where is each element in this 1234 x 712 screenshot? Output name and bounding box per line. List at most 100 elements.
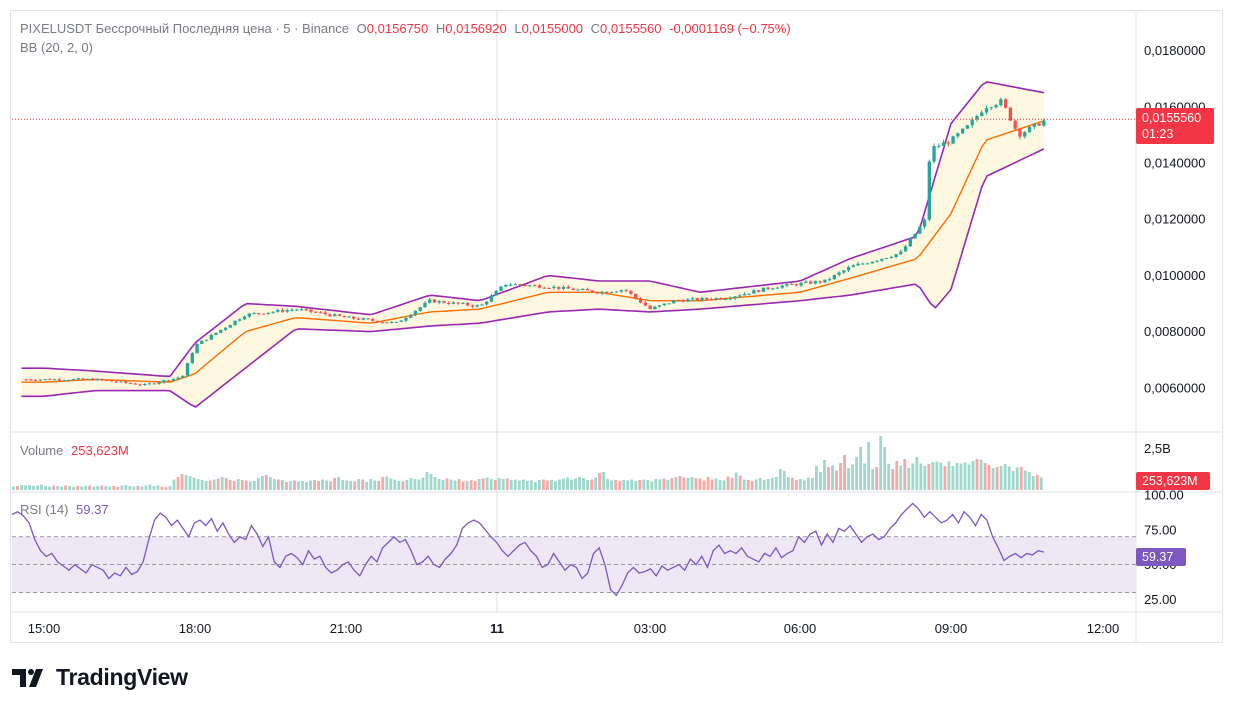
rsi-tag-value: 59.37 bbox=[1142, 550, 1174, 564]
candle-body bbox=[695, 298, 699, 301]
candle-body bbox=[48, 379, 52, 381]
volume-bar bbox=[52, 485, 55, 490]
volume-bar bbox=[465, 481, 469, 490]
volume-bar bbox=[1011, 471, 1015, 490]
volume-bar bbox=[851, 464, 854, 490]
candle-body bbox=[984, 108, 989, 113]
candle-body bbox=[190, 353, 194, 364]
candle-body bbox=[899, 251, 903, 255]
candle-body bbox=[752, 290, 756, 294]
candle-body bbox=[309, 309, 313, 312]
volume-bar bbox=[951, 466, 955, 490]
volume-bar bbox=[281, 480, 284, 490]
volume-tag: 253,623M bbox=[1136, 472, 1210, 490]
volume-bar bbox=[192, 477, 196, 490]
tradingview-logo[interactable]: TradingView bbox=[12, 664, 188, 691]
volume-bar bbox=[811, 478, 814, 490]
candle-body bbox=[657, 305, 662, 307]
candle-body bbox=[276, 309, 280, 312]
volume-bar bbox=[144, 485, 148, 490]
low-label: L bbox=[514, 21, 522, 36]
volume-bar bbox=[204, 481, 208, 490]
candle-body bbox=[295, 309, 299, 311]
volume-bar bbox=[794, 480, 798, 490]
volume-bar bbox=[622, 480, 626, 490]
candle-body bbox=[808, 281, 813, 284]
bollinger-basis-line bbox=[21, 120, 1045, 383]
candle-body bbox=[1037, 123, 1041, 126]
volume-bar bbox=[501, 479, 505, 490]
volume-bar bbox=[907, 468, 911, 490]
candle-body bbox=[662, 303, 666, 306]
volume-bar bbox=[297, 481, 300, 490]
candle-body bbox=[451, 302, 456, 304]
volume-bar bbox=[754, 479, 758, 490]
volume-legend[interactable]: Volume 253,623M bbox=[20, 443, 129, 458]
rsi-legend[interactable]: RSI (14) 59.37 bbox=[20, 502, 109, 517]
volume-bar bbox=[550, 480, 553, 490]
volume-bar bbox=[991, 468, 995, 490]
volume-bar bbox=[762, 480, 766, 490]
candle-body bbox=[418, 307, 422, 311]
candle-body bbox=[823, 279, 827, 283]
candle-body bbox=[242, 316, 247, 320]
volume-bar bbox=[987, 465, 991, 490]
volume-bar bbox=[445, 478, 449, 490]
candle-body bbox=[428, 299, 432, 303]
volume-bar bbox=[76, 486, 80, 490]
volume-bar bbox=[120, 485, 124, 490]
volume-bar bbox=[642, 479, 646, 490]
volume-bar bbox=[915, 457, 919, 490]
volume-bar bbox=[188, 476, 192, 490]
candle-body bbox=[956, 133, 960, 137]
candle-body bbox=[804, 281, 808, 283]
volume-bar bbox=[64, 485, 68, 490]
volume-bar bbox=[172, 479, 176, 490]
volume-bar bbox=[911, 463, 915, 490]
volume-bar bbox=[778, 469, 782, 490]
high-label: H bbox=[435, 21, 446, 36]
volume-bar bbox=[1003, 464, 1007, 490]
candle-body bbox=[233, 320, 237, 326]
volume-bar bbox=[305, 482, 308, 490]
volume-bar bbox=[409, 478, 413, 490]
bb-legend[interactable]: BB (20, 2, 0) bbox=[20, 40, 93, 55]
volume-bar bbox=[389, 478, 393, 490]
candle-body bbox=[927, 161, 931, 220]
volume-bar bbox=[160, 486, 164, 490]
volume-bar bbox=[425, 472, 429, 490]
candle-body bbox=[738, 295, 742, 297]
symbol-legend[interactable]: PIXELUSDT Бессрочный Последняя цена · 5 … bbox=[20, 21, 791, 36]
volume-bar bbox=[28, 485, 31, 490]
volume-bar bbox=[56, 486, 59, 490]
volume-bar bbox=[646, 480, 650, 490]
volume-pane[interactable] bbox=[12, 436, 1043, 490]
candle-body bbox=[432, 299, 437, 303]
volume-bar bbox=[1027, 472, 1031, 490]
volume-bar bbox=[100, 485, 104, 490]
candle-body bbox=[884, 258, 889, 260]
volume-bar bbox=[670, 478, 674, 490]
candle-body bbox=[723, 299, 728, 301]
volume-bar bbox=[232, 481, 236, 490]
price-pane[interactable] bbox=[12, 81, 1136, 408]
candle-body bbox=[605, 291, 609, 293]
volume-bar bbox=[630, 479, 634, 490]
bar-countdown: 01:23 bbox=[1142, 127, 1174, 141]
candle-body bbox=[399, 320, 403, 322]
volume-bar bbox=[337, 477, 341, 490]
volume-bar bbox=[626, 480, 630, 490]
candle-body bbox=[1032, 123, 1036, 127]
volume-bar bbox=[815, 466, 818, 490]
candle-body bbox=[67, 380, 71, 382]
bollinger-upper-band bbox=[21, 81, 1045, 378]
candle-body bbox=[261, 313, 266, 315]
volume-bar bbox=[855, 457, 858, 490]
candle-body bbox=[470, 305, 475, 307]
volume-bar bbox=[995, 467, 999, 490]
volume-bar bbox=[453, 480, 457, 490]
volume-bar bbox=[690, 477, 694, 490]
candle-body bbox=[557, 286, 561, 289]
